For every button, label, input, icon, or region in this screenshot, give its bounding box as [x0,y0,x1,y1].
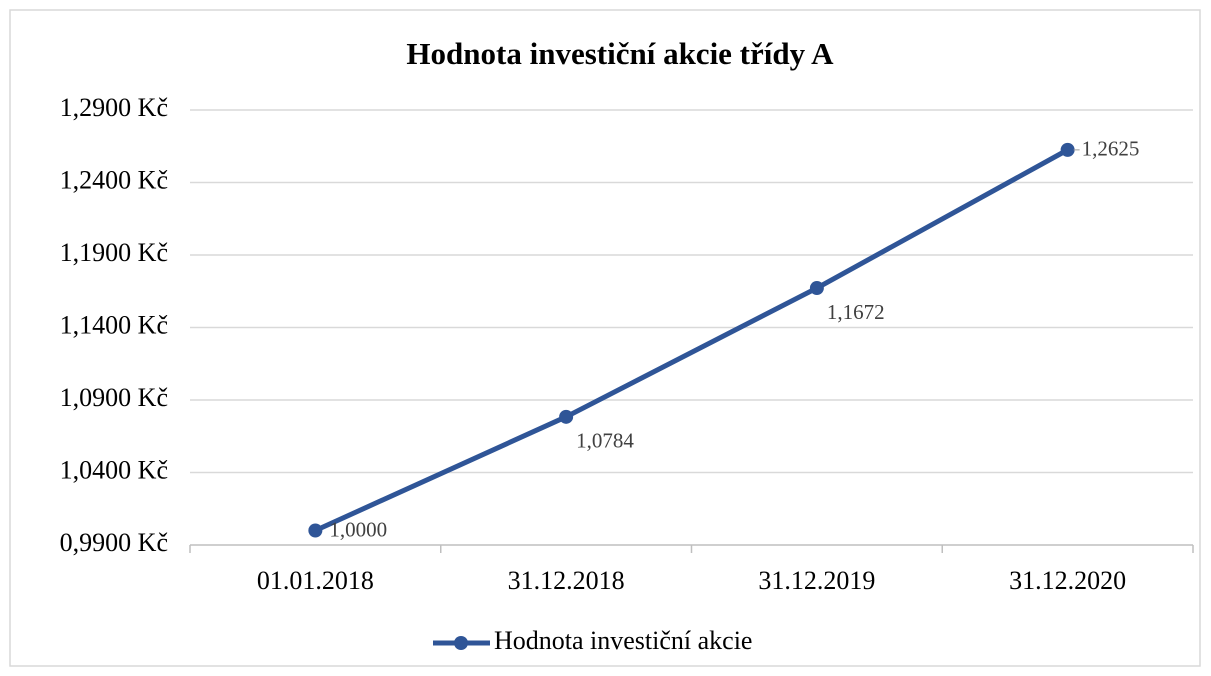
legend-label: Hodnota investiční akcie [494,626,752,655]
marker [308,523,323,538]
data-label: 1,2625 [1082,137,1140,161]
y-tick-label: 1,1900 Kč [60,238,168,267]
y-tick-label: 1,1400 Kč [60,310,168,339]
marker [809,281,824,296]
line [314,147,1069,533]
data-label: 1,1672 [827,300,885,324]
x-tick-label: 31.12.2019 [758,566,875,595]
y-tick-label: 1,2400 Kč [60,165,168,194]
chart-title: Hodnota investiční akcie třídy A [406,36,834,71]
chart-frame [9,9,1201,667]
y-tick-label: 1,0900 Kč [60,383,168,412]
y-tick-label: 1,0400 Kč [60,455,168,484]
data-label: 1,0784 [576,429,634,453]
x-tick-label: 31.12.2020 [1009,566,1126,595]
marker [559,409,574,424]
x-tick-label: 01.01.2018 [257,566,374,595]
marker [1060,142,1075,157]
x-tick-label: 31.12.2018 [508,566,625,595]
legend-marker [454,636,468,650]
data-label: 1,0000 [329,517,387,541]
y-tick-label: 0,9900 Kč [60,528,168,557]
y-tick-label: 1,2900 Kč [60,93,168,122]
